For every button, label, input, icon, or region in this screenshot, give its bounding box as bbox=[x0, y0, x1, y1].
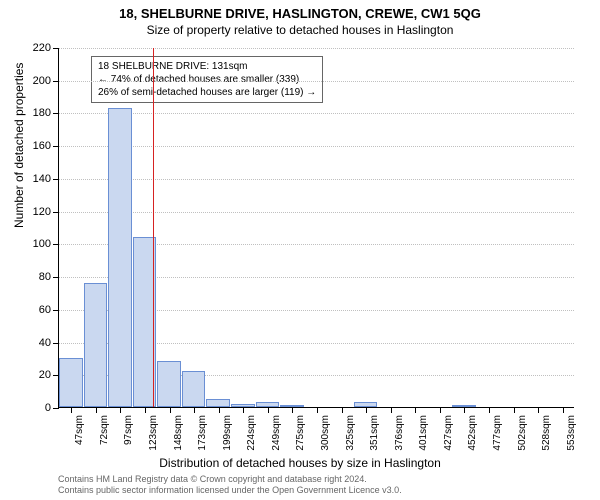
y-tick-label: 20 bbox=[39, 369, 59, 381]
annotation-line-3: 26% of semi-detached houses are larger (… bbox=[98, 86, 316, 99]
y-tick-label: 160 bbox=[33, 140, 59, 152]
x-tick bbox=[170, 407, 171, 413]
gridline bbox=[59, 113, 574, 114]
footer-attribution: Contains HM Land Registry data © Crown c… bbox=[58, 474, 402, 496]
x-tick bbox=[96, 407, 97, 413]
chart-title-main: 18, SHELBURNE DRIVE, HASLINGTON, CREWE, … bbox=[0, 0, 600, 21]
y-tick-label: 100 bbox=[33, 238, 59, 250]
y-tick-label: 140 bbox=[33, 173, 59, 185]
x-tick-label: 477sqm bbox=[492, 415, 503, 451]
annotation-line-1: 18 SHELBURNE DRIVE: 131sqm bbox=[98, 60, 316, 73]
x-tick-label: 123sqm bbox=[148, 415, 159, 451]
y-tick-label: 80 bbox=[39, 271, 59, 283]
x-tick-label: 427sqm bbox=[443, 415, 454, 451]
x-tick-label: 148sqm bbox=[173, 415, 184, 451]
x-tick-label: 97sqm bbox=[123, 415, 134, 445]
gridline bbox=[59, 48, 574, 49]
x-tick-label: 502sqm bbox=[517, 415, 528, 451]
gridline bbox=[59, 81, 574, 82]
histogram-bar bbox=[84, 283, 108, 407]
histogram-bar bbox=[108, 108, 132, 407]
y-tick-label: 180 bbox=[33, 107, 59, 119]
histogram-bar bbox=[59, 358, 83, 407]
x-tick bbox=[538, 407, 539, 413]
x-tick bbox=[292, 407, 293, 413]
x-tick-label: 72sqm bbox=[99, 415, 110, 445]
x-tick bbox=[415, 407, 416, 413]
x-tick bbox=[440, 407, 441, 413]
annotation-box: 18 SHELBURNE DRIVE: 131sqm ← 74% of deta… bbox=[91, 56, 323, 103]
x-tick bbox=[145, 407, 146, 413]
x-tick bbox=[464, 407, 465, 413]
x-tick bbox=[514, 407, 515, 413]
y-tick-label: 200 bbox=[33, 75, 59, 87]
x-tick bbox=[366, 407, 367, 413]
x-tick bbox=[268, 407, 269, 413]
x-tick-label: 199sqm bbox=[222, 415, 233, 451]
y-axis-label: Number of detached properties bbox=[12, 63, 26, 228]
x-tick bbox=[194, 407, 195, 413]
histogram-bar bbox=[182, 371, 206, 407]
x-tick-label: 224sqm bbox=[246, 415, 257, 451]
histogram-plot-area: 18 SHELBURNE DRIVE: 131sqm ← 74% of deta… bbox=[58, 48, 574, 408]
x-tick bbox=[243, 407, 244, 413]
x-tick-label: 249sqm bbox=[271, 415, 282, 451]
histogram-bar bbox=[206, 399, 230, 407]
chart-title-sub: Size of property relative to detached ho… bbox=[0, 21, 600, 37]
annotation-line-2: ← 74% of detached houses are smaller (33… bbox=[98, 73, 316, 86]
x-tick-label: 351sqm bbox=[369, 415, 380, 451]
x-tick-label: 300sqm bbox=[320, 415, 331, 451]
x-tick bbox=[342, 407, 343, 413]
footer-line-1: Contains HM Land Registry data © Crown c… bbox=[58, 474, 402, 485]
x-tick bbox=[391, 407, 392, 413]
x-tick-label: 47sqm bbox=[74, 415, 85, 445]
gridline bbox=[59, 212, 574, 213]
y-tick-label: 220 bbox=[33, 42, 59, 54]
reference-line bbox=[153, 48, 154, 407]
y-tick-label: 60 bbox=[39, 304, 59, 316]
x-tick bbox=[120, 407, 121, 413]
x-tick bbox=[563, 407, 564, 413]
x-tick-label: 401sqm bbox=[418, 415, 429, 451]
gridline bbox=[59, 179, 574, 180]
gridline bbox=[59, 146, 574, 147]
histogram-bar bbox=[157, 361, 181, 407]
footer-line-2: Contains public sector information licen… bbox=[58, 485, 402, 496]
x-tick bbox=[489, 407, 490, 413]
x-axis-label: Distribution of detached houses by size … bbox=[0, 456, 600, 470]
x-tick-label: 173sqm bbox=[197, 415, 208, 451]
x-tick-label: 376sqm bbox=[394, 415, 405, 451]
y-tick-label: 120 bbox=[33, 206, 59, 218]
x-tick bbox=[317, 407, 318, 413]
x-tick bbox=[219, 407, 220, 413]
y-tick-label: 40 bbox=[39, 337, 59, 349]
x-tick-label: 325sqm bbox=[345, 415, 356, 451]
y-tick-label: 0 bbox=[45, 402, 59, 414]
x-tick-label: 528sqm bbox=[541, 415, 552, 451]
x-tick bbox=[71, 407, 72, 413]
x-tick-label: 553sqm bbox=[566, 415, 577, 451]
x-tick-label: 275sqm bbox=[295, 415, 306, 451]
x-tick-label: 452sqm bbox=[467, 415, 478, 451]
